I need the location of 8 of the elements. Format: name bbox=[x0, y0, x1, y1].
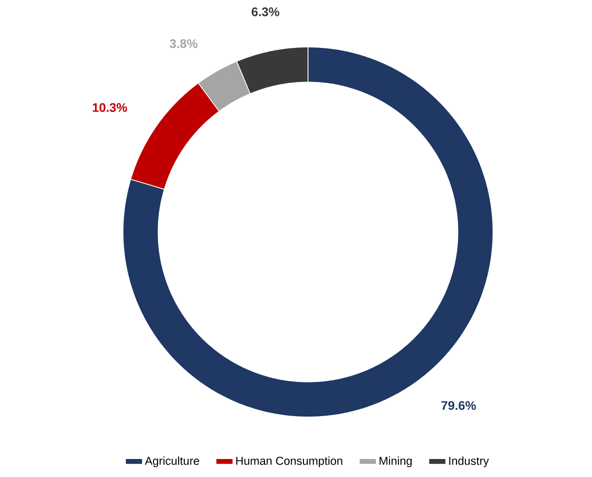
data-label: 10.3% bbox=[92, 103, 128, 112]
legend-label: Industry bbox=[449, 456, 489, 468]
data-label: 79.6% bbox=[441, 401, 476, 410]
data-label: 3.8% bbox=[170, 39, 198, 48]
data-label: 6.3% bbox=[252, 7, 280, 16]
legend-label: Human Consumption bbox=[236, 456, 342, 468]
legend-label: Mining bbox=[380, 456, 412, 468]
legend-label: Agriculture bbox=[144, 456, 200, 468]
